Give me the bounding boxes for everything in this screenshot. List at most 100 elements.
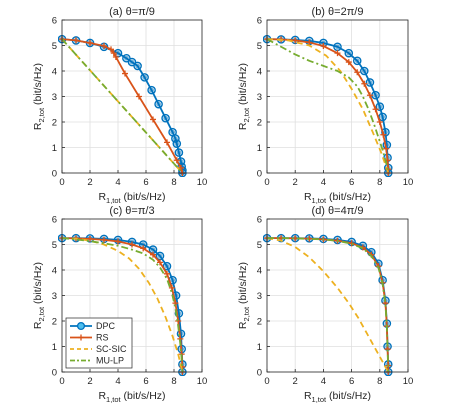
data-point-dpc — [365, 78, 375, 87]
data-point-rs — [87, 39, 93, 46]
x-tick-label: 4 — [321, 376, 326, 387]
grid-lines — [266, 19, 409, 174]
legend-marker-dpc — [76, 321, 86, 331]
y-axis-label: R2,tot (bit/s/Hz) — [237, 262, 251, 329]
data-point-fill-dpc — [124, 55, 129, 61]
data-point-rs — [129, 241, 135, 248]
y-tick-label: 5 — [257, 240, 262, 251]
data-point-fill-dpc — [361, 68, 367, 74]
data-point-rs — [383, 145, 390, 152]
data-point-rs — [376, 119, 383, 125]
x-axis-label: R1,tot (bit/s/Hz) — [98, 191, 165, 205]
y-tick-label: 0 — [257, 168, 262, 179]
series-group — [263, 34, 393, 177]
y-tick-label: 1 — [52, 143, 57, 154]
x-tick-label: 10 — [197, 177, 208, 188]
y-tick-label: 0 — [52, 367, 57, 378]
y-tick-label: 5 — [257, 41, 262, 52]
data-point-dpc — [352, 56, 362, 66]
data-point-fill-dpc — [157, 253, 163, 259]
data-point-fill-dpc — [163, 115, 169, 121]
x-tick-label: 2 — [293, 376, 298, 387]
x-tick-label: 6 — [349, 376, 354, 387]
series-group — [58, 34, 187, 177]
data-point-rs — [380, 131, 387, 138]
series-line-mu-lp — [266, 38, 390, 174]
data-point-fill-dpc — [135, 63, 141, 69]
y-axis-label: R2,tot (bit/s/Hz) — [32, 262, 46, 329]
x-tick-label: 10 — [197, 376, 208, 387]
data-point-rs — [157, 259, 163, 266]
x-tick-label: 2 — [87, 177, 92, 188]
y-tick-label: 3 — [257, 291, 262, 302]
x-tick-label: 0 — [264, 177, 269, 188]
data-point-rs — [306, 39, 313, 46]
panel-title: (c) θ=π/3 — [109, 205, 154, 217]
y-tick-label: 0 — [52, 168, 57, 179]
data-point-dpc — [359, 66, 369, 76]
panel-title: (d) θ=4π/9 — [312, 205, 364, 217]
data-point-fill-dpc — [174, 141, 180, 147]
data-point-rs — [73, 37, 79, 44]
data-point-fill-dpc — [373, 92, 378, 98]
y-tick-label: 5 — [52, 41, 57, 52]
x-tick-label: 6 — [349, 177, 354, 188]
x-tick-label: 4 — [115, 376, 120, 387]
data-point-dpc — [122, 53, 131, 63]
data-point-dpc — [127, 57, 137, 67]
x-tick-label: 8 — [377, 376, 382, 387]
data-point-fill-dpc — [383, 129, 388, 135]
data-point-fill-dpc — [335, 44, 340, 50]
x-tick-label: 0 — [59, 376, 64, 387]
x-tick-label: 8 — [171, 177, 176, 188]
series-line-sc-sic — [61, 237, 184, 373]
y-tick-label: 3 — [52, 92, 57, 103]
data-point-dpc — [174, 148, 184, 157]
y-tick-label: 3 — [257, 92, 262, 103]
data-point-dpc — [140, 73, 149, 82]
y-tick-label: 4 — [52, 265, 57, 276]
y-tick-label: 3 — [52, 291, 57, 302]
legend-marker-rs — [78, 334, 84, 341]
y-tick-label: 4 — [52, 66, 57, 77]
data-point-rs — [110, 50, 117, 57]
data-point-fill-dpc — [354, 58, 360, 64]
chart-panel-1: 0 2 4 6 8 10 0 1 2 3 4 5 6 (a) θ=π/9 R1,tot (bit/s/Hz)… — [32, 6, 207, 205]
y-tick-label: 6 — [257, 214, 262, 225]
data-point-rs — [348, 240, 355, 247]
y-tick-label: 0 — [257, 367, 262, 378]
legend-label-dpc: DPC — [96, 321, 116, 331]
series-line-mu-lp — [267, 237, 390, 373]
x-tick-label: 4 — [321, 177, 326, 188]
x-axis-label: R1,tot (bit/s/Hz) — [304, 191, 371, 205]
data-point-rs — [122, 70, 128, 77]
data-point-fill-dpc — [170, 129, 176, 135]
data-point-rs — [292, 37, 299, 44]
data-point-fill-dpc — [142, 74, 148, 80]
x-tick-label: 0 — [59, 177, 64, 188]
x-tick-label: 6 — [143, 177, 148, 188]
data-point-rs — [334, 50, 341, 57]
data-point-dpc — [162, 261, 172, 271]
data-point-fill-dpc — [140, 242, 146, 247]
x-axis-label: R1,tot (bit/s/Hz) — [98, 390, 165, 404]
y-tick-label: 1 — [257, 342, 262, 353]
data-point-fill-dpc — [176, 150, 182, 156]
data-point-fill-dpc — [156, 101, 162, 107]
x-axis-label: R1,tot (bit/s/Hz) — [304, 390, 371, 404]
data-point-fill-dpc — [150, 247, 156, 253]
legend-label-mu-lp: MU-LP — [96, 356, 124, 366]
data-point-rs — [354, 69, 361, 76]
data-point-rs — [150, 251, 156, 258]
data-point-rs — [164, 270, 170, 277]
data-point-rs — [112, 53, 119, 60]
data-point-fill-dpc — [377, 104, 383, 110]
data-point-dpc — [344, 48, 354, 58]
x-tick-label: 8 — [377, 177, 382, 188]
y-tick-label: 6 — [52, 15, 57, 26]
data-point-rs — [320, 43, 327, 50]
y-tick-label: 1 — [52, 342, 57, 353]
data-point-fill-dpc — [170, 277, 176, 283]
y-tick-label: 4 — [257, 265, 262, 276]
data-point-fill-dpc — [173, 136, 178, 141]
